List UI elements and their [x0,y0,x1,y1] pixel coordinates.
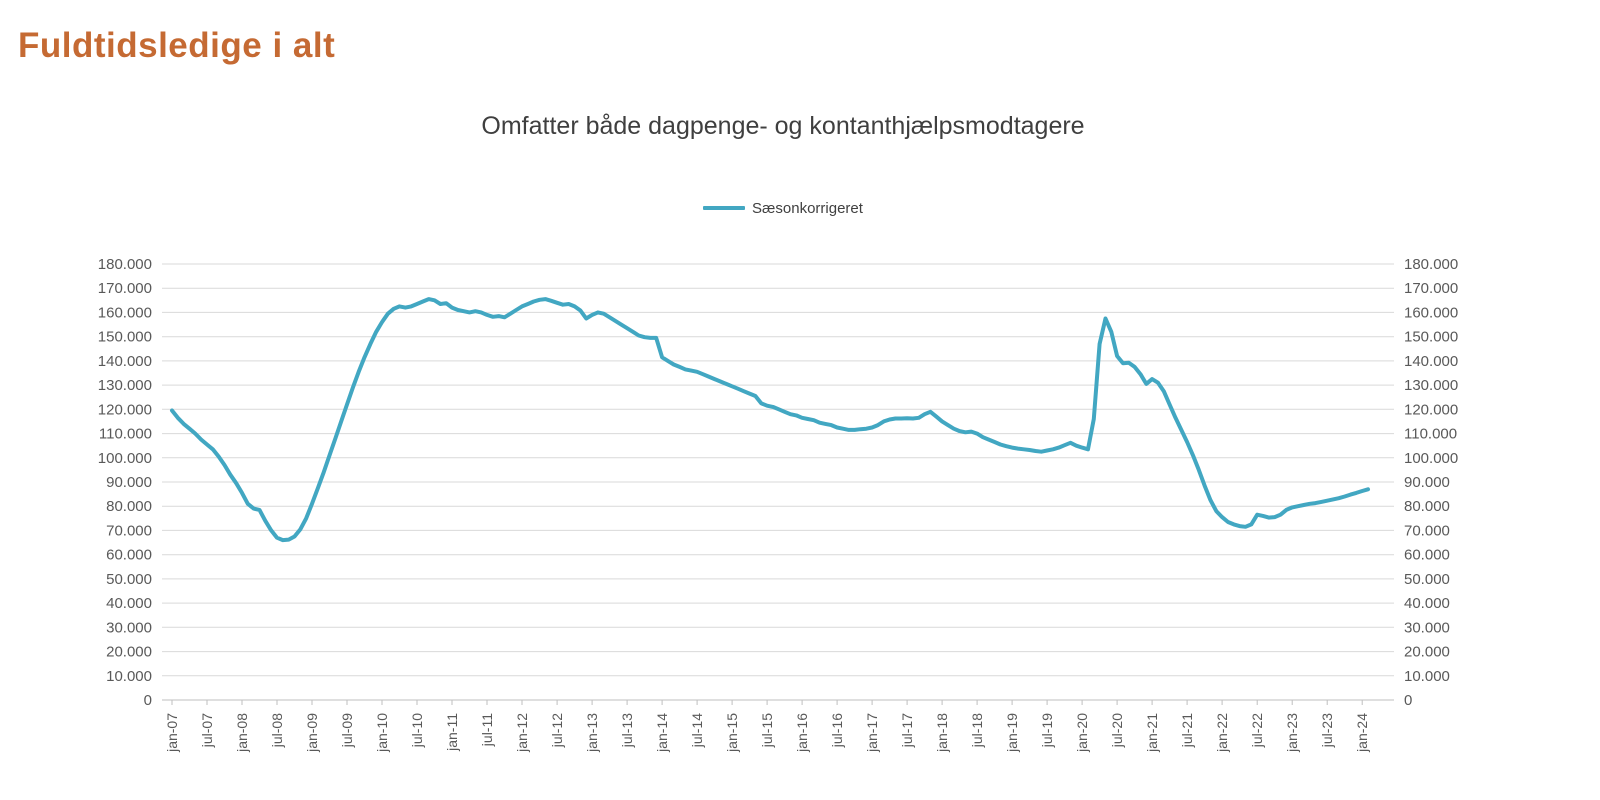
y-axis-label-right: 0 [1404,692,1412,709]
y-axis-label-right: 30.000 [1404,619,1450,636]
x-axis-label: jan-19 [1004,713,1020,753]
x-axis-label: jul-10 [409,713,425,748]
y-axis-label-right: 60.000 [1404,547,1450,564]
legend-line-swatch [703,206,746,210]
x-axis-label: jan-07 [164,713,180,753]
y-axis-label-right: 130.000 [1404,377,1458,394]
x-axis-label: jan-09 [304,713,320,753]
x-axis-label: jan-24 [1354,713,1370,753]
y-axis-label-left: 110.000 [99,426,152,443]
y-axis-label-right: 100.000 [1404,450,1458,467]
x-axis-label: jul-14 [689,713,705,748]
y-axis-label-left: 10.000 [106,668,152,685]
x-axis-label: jan-11 [444,713,460,752]
y-axis-label-right: 140.000 [1404,353,1458,370]
y-axis-label-left: 140.000 [98,353,152,370]
y-axis-label-left: 100.000 [98,450,152,467]
y-axis-label-left: 80.000 [106,498,152,515]
x-axis-label: jul-15 [759,713,775,748]
y-axis-label-left: 70.000 [106,522,152,539]
y-axis-label-right: 20.000 [1404,644,1450,661]
x-axis-label: jul-22 [1249,713,1265,748]
y-axis-label-right: 110.000 [1404,426,1457,443]
y-axis-label-left: 40.000 [106,595,152,612]
y-axis-label-left: 90.000 [106,474,152,491]
y-axis-label-left: 50.000 [106,571,152,588]
y-axis-label-left: 30.000 [106,619,152,636]
legend-label: Sæsonkorrigeret [752,199,863,217]
x-axis-label: jul-17 [899,713,915,748]
x-axis-label: jul-23 [1319,713,1335,748]
x-axis-label: jan-10 [374,713,390,753]
y-axis-label-right: 50.000 [1404,571,1450,588]
y-axis-label-right: 160.000 [1404,304,1458,321]
y-axis-label-left: 120.000 [98,401,152,418]
x-axis-label: jan-20 [1074,713,1090,753]
y-axis-label-right: 150.000 [1404,329,1458,346]
x-axis-label: jan-12 [514,713,530,753]
x-axis-label: jul-16 [829,713,845,748]
x-axis-label: jul-20 [1109,713,1125,748]
x-axis-label: jul-21 [1179,713,1195,748]
y-axis-label-left: 0 [144,692,152,709]
y-axis-label-left: 130.000 [98,377,152,394]
x-axis-label: jul-12 [549,713,565,748]
x-axis-label: jul-13 [619,713,635,748]
y-axis-label-right: 10.000 [1404,668,1450,685]
x-axis-label: jan-23 [1284,713,1300,753]
x-axis-label: jul-18 [969,713,985,748]
y-axis-label-left: 60.000 [106,547,152,564]
x-axis-label: jul-11 [479,713,495,747]
y-axis-label-right: 170.000 [1404,280,1458,297]
y-axis-label-right: 90.000 [1404,474,1450,491]
x-axis-label: jan-22 [1214,713,1230,753]
x-axis-label: jul-07 [199,713,215,748]
x-axis-label: jan-18 [934,713,950,753]
y-axis-label-left: 170.000 [98,280,152,297]
y-axis-label-left: 180.000 [98,256,152,273]
y-axis-label-right: 80.000 [1404,498,1450,515]
x-axis-label: jul-09 [339,713,355,748]
x-axis-label: jul-08 [269,713,285,748]
x-axis-label: jan-14 [654,713,670,753]
chart-subtitle: Omfatter både dagpenge- og kontanthjælps… [481,112,1085,140]
series-line-saesonkorrigeret [170,297,1370,543]
x-axis-label: jan-17 [864,713,880,753]
y-axis-label-left: 160.000 [98,304,152,321]
x-axis-label: jan-08 [234,713,250,753]
x-axis-label: jan-15 [724,713,740,753]
x-axis-label: jul-19 [1039,713,1055,748]
x-axis-label: jan-16 [794,713,810,753]
x-axis-label: jan-13 [584,713,600,753]
y-axis-label-left: 20.000 [106,644,152,661]
y-axis-label-right: 40.000 [1404,595,1450,612]
x-axis-label: jan-21 [1144,713,1160,753]
y-axis-label-right: 70.000 [1404,522,1450,539]
page-title: Fuldtidsledige i alt [18,26,336,65]
y-axis-label-right: 180.000 [1404,256,1458,273]
y-axis-label-right: 120.000 [1404,401,1458,418]
legend: Sæsonkorrigeret [172,198,1394,218]
y-axis-label-left: 150.000 [98,329,152,346]
